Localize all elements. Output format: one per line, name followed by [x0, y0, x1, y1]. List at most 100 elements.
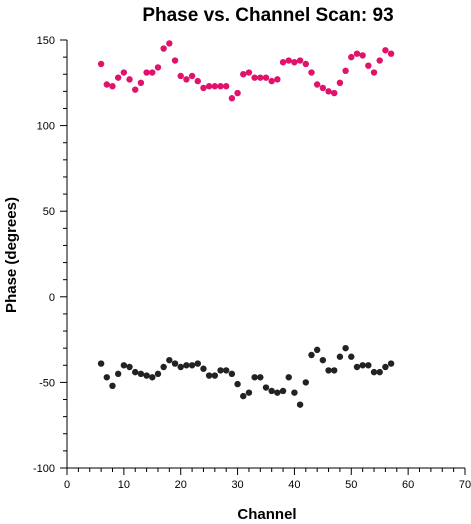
data-point	[205, 372, 213, 379]
data-point	[359, 362, 366, 369]
data-point	[228, 95, 236, 102]
data-point	[262, 384, 270, 391]
data-point	[149, 374, 156, 381]
data-point	[97, 60, 105, 68]
data-point	[200, 365, 207, 372]
data-point	[387, 50, 395, 57]
data-point	[365, 362, 372, 369]
data-point	[103, 81, 111, 88]
data-point	[274, 389, 281, 396]
data-point	[245, 389, 253, 396]
data-point	[319, 356, 327, 364]
data-point	[336, 353, 344, 360]
data-point	[291, 389, 298, 396]
data-point	[279, 387, 287, 395]
x-tick-label: 40	[288, 479, 300, 491]
data-point	[200, 84, 207, 92]
data-point	[291, 59, 298, 66]
data-point	[166, 40, 173, 47]
x-axis-label: Channel	[237, 506, 296, 523]
data-point	[149, 69, 156, 76]
data-point	[177, 363, 184, 371]
data-point	[268, 387, 275, 395]
data-point	[319, 84, 327, 92]
data-point	[296, 401, 304, 408]
y-tick-label: 0	[49, 292, 55, 304]
y-tick-label: -50	[39, 377, 55, 389]
axes	[66, 40, 465, 469]
data-point	[359, 52, 366, 59]
data-point	[228, 370, 236, 378]
data-point	[262, 74, 270, 81]
data-point	[166, 356, 173, 364]
data-point	[313, 346, 321, 354]
data-point	[217, 83, 224, 90]
data-point	[342, 67, 349, 75]
data-point	[183, 76, 190, 83]
data-point	[285, 57, 292, 64]
data-point	[348, 353, 355, 360]
data-point	[154, 370, 162, 378]
data-point	[143, 372, 150, 379]
data-point	[382, 363, 389, 371]
data-point	[370, 69, 378, 76]
x-tick-label: 0	[64, 479, 70, 491]
y-tick-label: 50	[43, 206, 55, 218]
data-point	[211, 372, 219, 379]
data-point	[160, 45, 167, 52]
data-point	[257, 74, 264, 81]
data-point	[223, 367, 230, 374]
data-point	[109, 382, 116, 390]
x-tick-label: 60	[402, 479, 414, 491]
data-point	[274, 76, 281, 83]
data-point	[302, 60, 309, 68]
data-point	[285, 374, 292, 381]
data-point	[171, 57, 179, 64]
y-tick-label: 100	[37, 121, 55, 133]
data-point	[234, 89, 241, 97]
data-point	[353, 50, 361, 57]
data-point	[160, 363, 167, 371]
data-point	[188, 72, 196, 80]
data-point	[217, 367, 224, 374]
data-point	[325, 88, 332, 95]
data-point	[251, 74, 258, 81]
data-point	[325, 367, 332, 374]
data-point	[279, 59, 287, 66]
data-point	[114, 370, 122, 378]
series-1	[97, 40, 395, 102]
data-point	[387, 360, 395, 367]
data-point	[143, 69, 150, 76]
x-tick-label: 50	[345, 479, 357, 491]
x-tick-label: 10	[118, 479, 130, 491]
data-point	[240, 71, 247, 78]
data-point	[126, 76, 133, 83]
data-point	[376, 57, 383, 64]
tick-labels: 0 10 20 30 40 50 60 70 -100 -50 0 50 100 150	[33, 35, 471, 491]
data-point	[132, 368, 139, 376]
data-point	[183, 362, 190, 369]
data-point	[313, 81, 321, 88]
y-tick-label: -100	[33, 463, 55, 475]
data-point	[353, 363, 361, 371]
data-point	[308, 351, 315, 359]
data-point	[336, 79, 344, 87]
data-point	[126, 363, 133, 371]
data-point	[194, 360, 201, 367]
data-point	[365, 62, 372, 69]
data-point	[308, 69, 315, 76]
data-point	[240, 392, 247, 400]
ticks	[60, 39, 466, 475]
y-axis-label: Phase (degrees)	[3, 197, 20, 313]
data-point	[370, 368, 378, 376]
data-point	[234, 380, 241, 388]
data-point	[137, 79, 145, 87]
data-point	[245, 69, 253, 76]
data-point	[132, 86, 139, 93]
data-point	[177, 72, 184, 80]
data-points	[97, 40, 395, 408]
x-tick-label: 30	[231, 479, 243, 491]
y-tick-label: 150	[37, 35, 55, 47]
data-point	[296, 57, 304, 64]
data-point	[348, 53, 355, 61]
